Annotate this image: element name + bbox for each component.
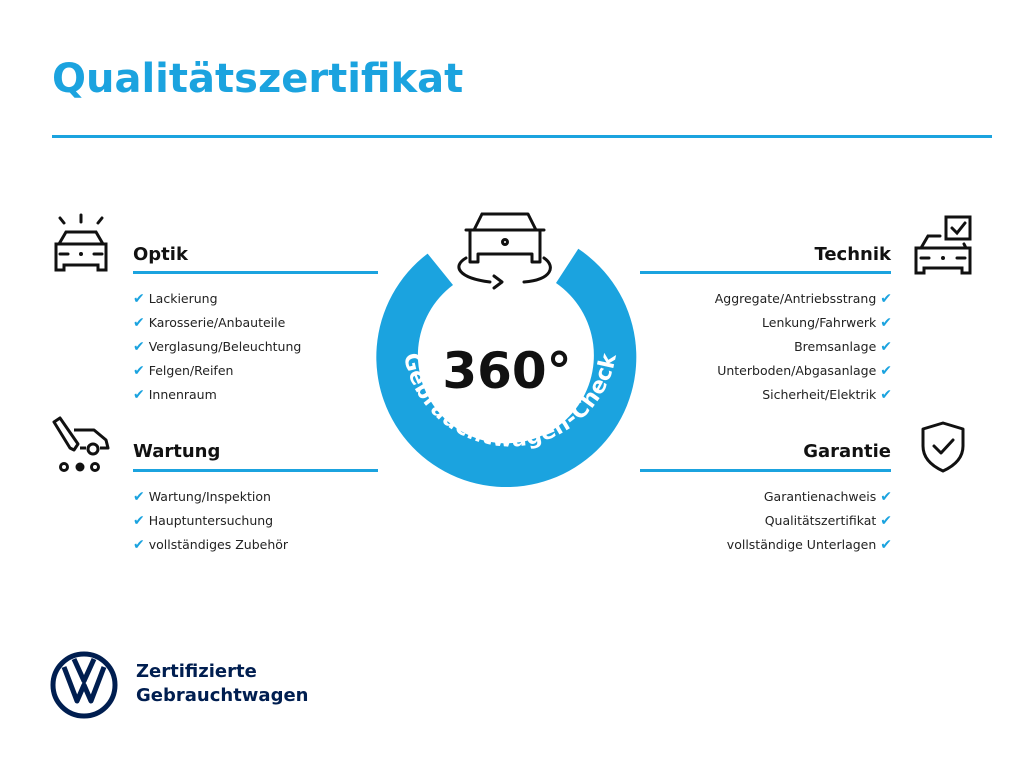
optik-list: ✔ Lackierung ✔ Karosserie/Anbauteile ✔ V… [133, 287, 301, 407]
vw-logo [50, 651, 118, 719]
list-item: ✔ Wartung/Inspektion [133, 489, 271, 505]
list-item: Aggregate/Antriebsstrang ✔ [714, 291, 892, 307]
check-icon: ✔ [880, 315, 892, 331]
360-check-badge: Gebrauchtwagen-Check 360° [376, 212, 637, 488]
wartung-list: ✔ Wartung/Inspektion ✔ Hauptuntersuchung… [133, 485, 288, 557]
check-icon: ✔ [880, 291, 892, 307]
list-item: Qualitätszertifikat ✔ [764, 513, 892, 529]
list-item: Garantienachweis ✔ [763, 489, 892, 505]
list-item: ✔ Verglasung/Beleuchtung [133, 339, 302, 355]
list-item: vollständige Unterlagen ✔ [726, 537, 892, 553]
service-car-icon [52, 416, 110, 472]
list-item: ✔ Felgen/Reifen [133, 363, 234, 379]
check-icon: ✔ [133, 513, 145, 529]
section-divider [133, 469, 378, 472]
brand-text: Zertifizierte Gebrauchtwagen [136, 661, 309, 706]
check-icon: ✔ [133, 315, 145, 331]
badge-ring [376, 248, 637, 488]
list-item: ✔ Lackierung [133, 291, 218, 307]
check-icon: ✔ [133, 339, 145, 355]
check-icon: ✔ [133, 363, 145, 379]
page-title: Qualitätszertifikat [52, 56, 464, 102]
list-item: ✔ Hauptuntersuchung [133, 513, 274, 529]
section-heading-garantie: Garantie [803, 441, 891, 462]
car-rotate-icon [457, 212, 552, 290]
list-item: Lenkung/Fahrwerk ✔ [762, 315, 892, 331]
list-item: Bremsanlage ✔ [794, 339, 892, 355]
technik-list: Aggregate/Antriebsstrang ✔ Lenkung/Fahrw… [600, 287, 892, 407]
title-divider [52, 135, 992, 138]
check-icon: ✔ [133, 291, 145, 307]
check-icon: ✔ [880, 489, 892, 505]
shield-check-icon [921, 421, 965, 473]
check-icon: ✔ [133, 387, 145, 403]
check-icon: ✔ [133, 537, 145, 553]
check-icon: ✔ [880, 387, 892, 403]
section-heading-optik: Optik [133, 244, 188, 265]
garantie-list: Garantienachweis ✔ Qualitätszertifikat ✔… [600, 485, 892, 557]
check-icon: ✔ [880, 513, 892, 529]
check-icon: ✔ [880, 537, 892, 553]
check-icon: ✔ [880, 339, 892, 355]
section-divider [640, 271, 891, 274]
section-heading-technik: Technik [814, 244, 891, 265]
check-icon: ✔ [133, 489, 145, 505]
list-item: Unterboden/Abgasanlage ✔ [717, 363, 892, 379]
list-item: ✔ vollständiges Zubehör [133, 537, 289, 553]
list-item: ✔ Innenraum [133, 387, 217, 403]
section-divider [640, 469, 891, 472]
list-item: Sicherheit/Elektrik ✔ [762, 387, 892, 403]
check-icon: ✔ [880, 363, 892, 379]
car-checkbox-icon [914, 215, 972, 275]
list-item: ✔ Karosserie/Anbauteile [133, 315, 286, 331]
360-label: 360° [442, 342, 571, 400]
section-divider [133, 271, 378, 274]
section-heading-wartung: Wartung [133, 441, 221, 462]
car-lights-icon [54, 213, 108, 272]
